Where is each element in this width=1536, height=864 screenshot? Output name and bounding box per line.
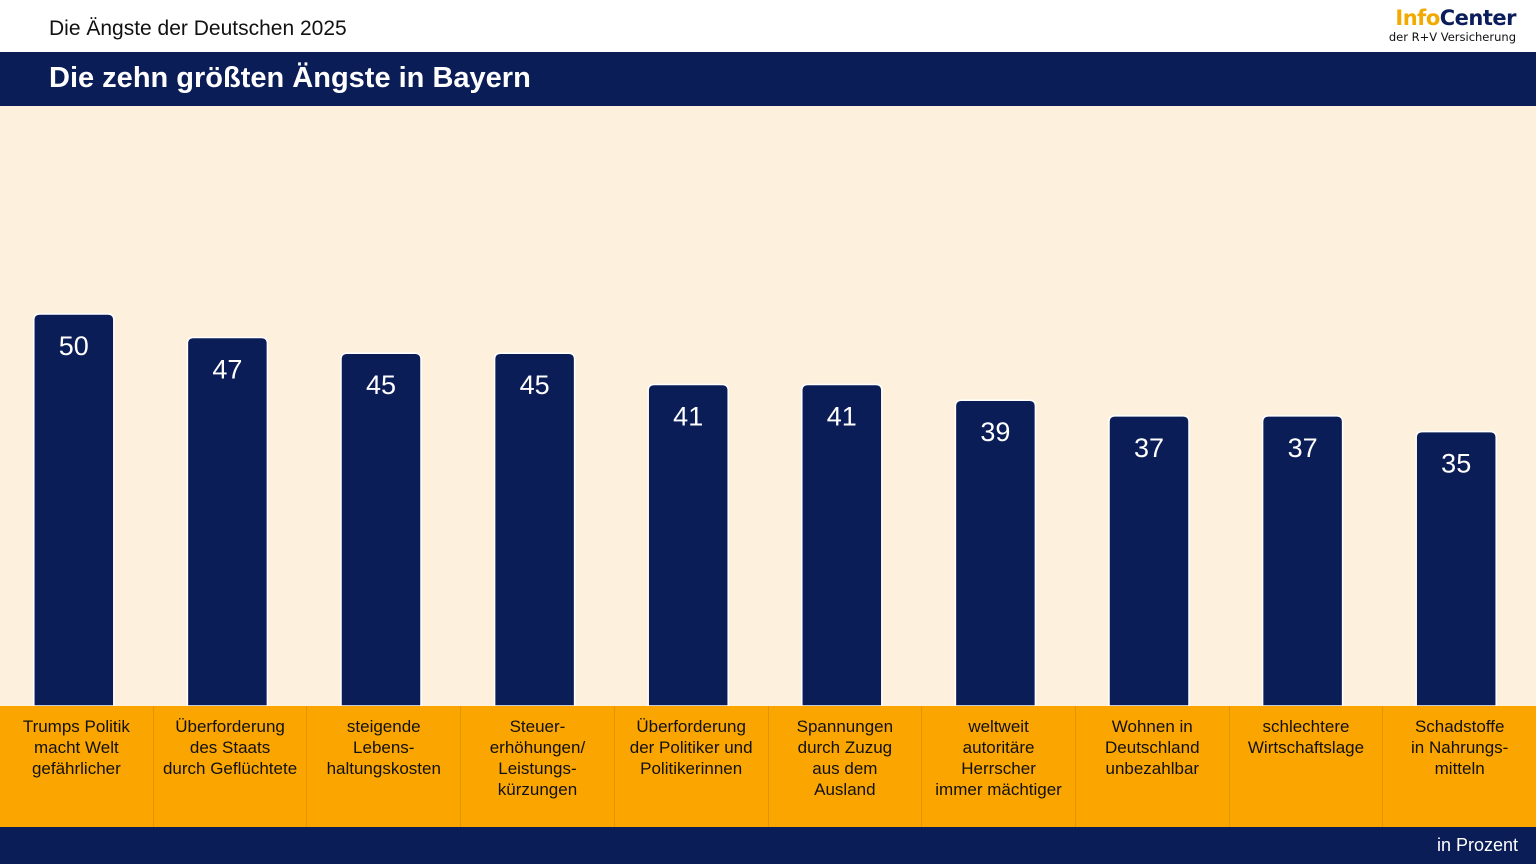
category-label: Spannungen durch Zuzug aus dem Ausland — [769, 706, 923, 827]
bar — [647, 383, 729, 706]
category-label-line: mitteln — [1434, 759, 1485, 778]
bar-value-label: 41 — [673, 402, 703, 432]
bar-group: 37 — [1108, 415, 1190, 706]
category-label: schlechtere Wirtschaftslage — [1230, 706, 1384, 827]
category-label: Überforderung der Politiker und Politikeri… — [615, 706, 769, 827]
bar-group: 41 — [801, 383, 883, 706]
logo-word-center: Center — [1439, 6, 1517, 30]
category-label-line: unbezahlbar — [1105, 759, 1200, 778]
logo-word-info: Info — [1395, 6, 1440, 30]
category-label-line: Politikerinnen — [640, 759, 743, 778]
category-label: Steuer-erhöhungen/Leistungs-kürzungen — [461, 706, 615, 827]
unit-label: in Prozent — [1436, 835, 1518, 855]
category-label-line: der Politiker und — [629, 738, 753, 757]
category-label: Überforderung des Staats durch Geflüchtete — [154, 706, 308, 827]
category-label-line: Leistungs- — [498, 759, 577, 778]
chart-supertitle: Die Ängste der Deutschen 2025 — [49, 17, 347, 40]
category-label: Schadstoffe in Nahrungs-mitteln — [1383, 706, 1536, 827]
category-label-line: gefährlicher — [31, 759, 121, 778]
category-label-line: durch Geflüchtete — [162, 759, 298, 778]
category-label-line: Spannungen — [796, 717, 894, 736]
category-label-line: Überforderung — [636, 717, 746, 736]
bar-value-label: 45 — [366, 370, 396, 400]
bar-group: 50 — [33, 313, 115, 706]
bar-value-label: 39 — [980, 417, 1010, 447]
category-label-line: Steuer- — [509, 717, 566, 736]
bar — [1415, 430, 1497, 706]
bar — [801, 383, 883, 706]
category-label: weltweit autoritäre Herrscher immer mächtig… — [922, 706, 1076, 827]
bar — [493, 352, 576, 706]
bar — [340, 352, 422, 706]
title-band: Die zehn größten Ängste in Bayern — [0, 52, 1536, 106]
bar — [954, 399, 1037, 706]
category-label-line: erhöhungen/ — [489, 738, 586, 757]
bar-group: 41 — [647, 383, 729, 706]
category-label-line: durch Zuzug — [797, 738, 893, 757]
bar-chart: 50 47 45 45 41 41 39 37 37 35 — [33, 313, 1497, 706]
bar-group: 35 — [1415, 430, 1497, 706]
category-label: Trumps Politik macht Welt gefährlicher — [0, 706, 154, 827]
category-label-line: weltweit — [968, 717, 1029, 736]
category-label-line: immer mächtiger — [935, 780, 1062, 799]
category-label: steigende Lebens-haltungskosten — [307, 706, 462, 827]
bar-group: 39 — [954, 399, 1037, 706]
footer-band: in Prozent — [0, 827, 1536, 864]
category-label-line: macht Welt — [33, 738, 119, 757]
plot-area: 50 47 45 45 41 41 39 37 37 35 — [0, 106, 1536, 706]
category-label-line: Herrscher — [961, 759, 1036, 778]
category-label-line: kürzungen — [497, 780, 578, 799]
category-label-line: Ausland — [814, 780, 876, 799]
bar-group: 47 — [186, 336, 269, 706]
bar — [1108, 415, 1190, 706]
bar-group: 45 — [340, 352, 422, 706]
bar-value-label: 41 — [827, 402, 857, 432]
bar-group: 45 — [493, 352, 576, 706]
bar-group: 37 — [1261, 415, 1344, 706]
bar-value-label: 47 — [212, 355, 242, 385]
bar — [1261, 415, 1344, 706]
category-label-line: autoritäre — [962, 738, 1035, 757]
category-label-line: Wirtschaftslage — [1247, 738, 1365, 757]
category-label-line: in Nahrungs- — [1411, 738, 1509, 757]
infocenter-logo: InfoCenter der R+V Versicherung — [1388, 5, 1517, 44]
bar — [33, 313, 115, 706]
category-label-line: steigende — [346, 717, 421, 736]
bar — [186, 336, 269, 706]
category-label-line: Schadstoffe — [1414, 717, 1505, 736]
bar-value-label: 50 — [59, 331, 89, 361]
category-label-line: Trumps Politik — [22, 717, 130, 736]
category-label-line: haltungskosten — [326, 759, 441, 778]
logo-wordmark: InfoCenter — [1389, 5, 1516, 31]
category-label-line: Deutschland — [1105, 738, 1200, 757]
bar-value-label: 45 — [520, 370, 550, 400]
category-label: Wohnen in Deutschland unbezahlbar — [1076, 706, 1230, 827]
bar-value-label: 37 — [1288, 433, 1318, 463]
category-label-line: aus dem — [812, 759, 878, 778]
category-label-line: Wohnen in — [1111, 717, 1193, 736]
chart-title: Die zehn größten Ängste in Bayern — [49, 62, 531, 94]
bar-value-label: 37 — [1134, 433, 1164, 463]
category-label-line: schlechtere — [1262, 717, 1350, 736]
bar-value-label: 35 — [1441, 449, 1471, 479]
category-label-line: Lebens- — [353, 738, 415, 757]
category-label-band: Trumps Politik macht Welt gefährlicher Über… — [0, 706, 1536, 827]
category-label-line: des Staats — [189, 738, 271, 757]
category-label-line: Überforderung — [175, 717, 285, 736]
logo-subline: der R+V Versicherung — [1388, 30, 1516, 44]
